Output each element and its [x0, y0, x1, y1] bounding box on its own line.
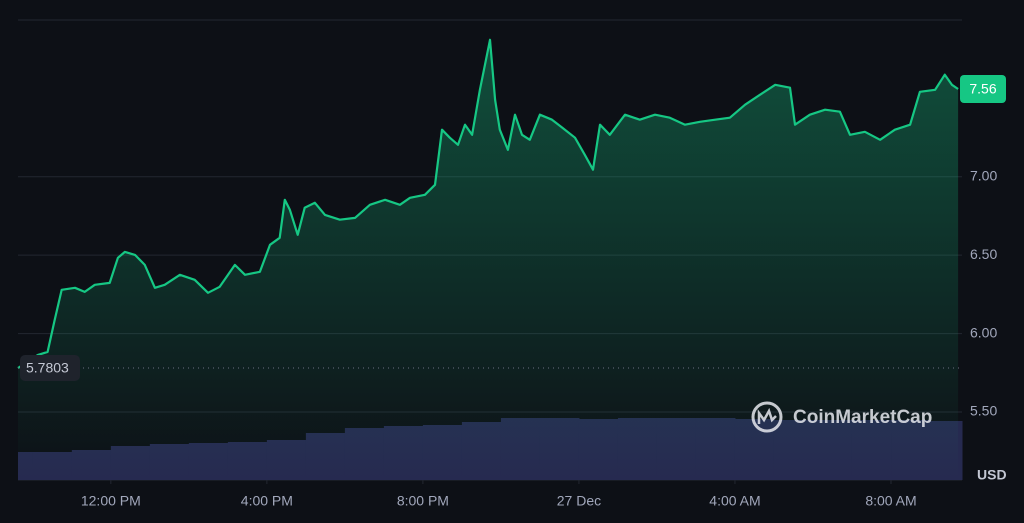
- x-tick-label: 27 Dec: [557, 493, 601, 509]
- reference-label: 5.7803: [26, 360, 69, 376]
- y-tick-label: 6.00: [970, 324, 997, 340]
- plot: 5.7803 7.56: [17, 38, 1006, 481]
- watermark: CoinMarketCap: [751, 401, 932, 433]
- x-tick-label: 4:00 AM: [709, 493, 760, 509]
- watermark-text: CoinMarketCap: [793, 407, 932, 428]
- x-tick-label: 8:00 AM: [865, 493, 916, 509]
- reference-tag: [20, 355, 80, 382]
- x-tick-label: 4:00 PM: [241, 493, 293, 509]
- logo-mark: [757, 407, 777, 424]
- last-price-label: 7.56: [969, 81, 996, 97]
- logo: [751, 401, 783, 433]
- x-tick-label: 8:00 PM: [397, 493, 449, 509]
- last-price-tag: [960, 74, 1006, 103]
- price-line: [17, 38, 959, 370]
- x-tick-label: 12:00 PM: [81, 493, 141, 509]
- currency-label: USD: [977, 467, 1007, 483]
- price-area: [18, 39, 959, 481]
- y-tick-label: 7.00: [970, 167, 997, 183]
- y-tick-label: 6.50: [970, 246, 997, 262]
- y-tick-label: 5.50: [970, 403, 997, 419]
